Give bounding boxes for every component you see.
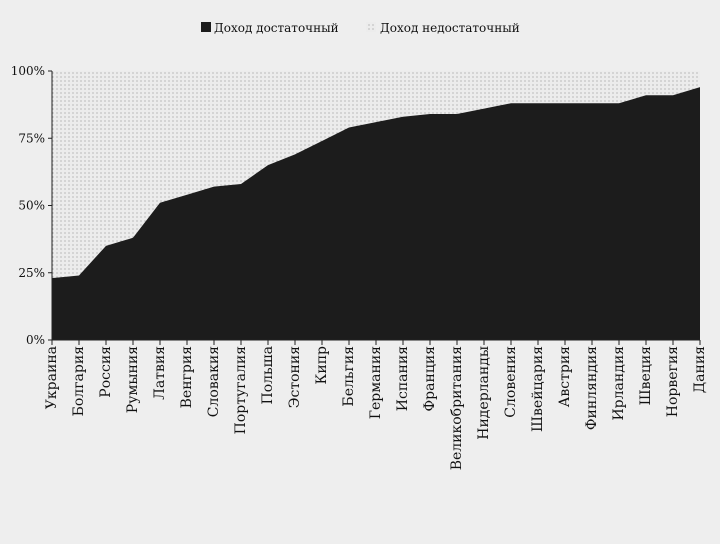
x-tick-label: Украина [44, 346, 60, 409]
x-tick-label: Великобритания [449, 346, 465, 470]
legend-swatch-sufficient [201, 22, 211, 32]
y-tick-label: 0% [26, 333, 45, 347]
x-tick-label: Германия [368, 346, 384, 419]
x-tick-label: Латвия [152, 346, 168, 400]
area-sufficient-income [52, 87, 700, 340]
x-tick-label: Словения [503, 346, 519, 418]
x-axis: Украина Болгария Россия Румыния Латвия Венгри… [44, 339, 708, 470]
x-tick-label: Дания [692, 346, 708, 393]
x-tick-label: Португалия [233, 346, 249, 434]
x-tick-label: Швейцария [530, 346, 546, 432]
x-tick-label: Эстония [287, 346, 303, 408]
legend-label-sufficient: Доход достаточный [214, 21, 339, 35]
x-tick-label: Болгария [71, 346, 87, 417]
x-tick-label: Австрия [557, 346, 573, 407]
x-tick-label: Кипр [314, 346, 330, 384]
y-tick-label: 100% [11, 64, 45, 78]
x-tick-label: Польша [260, 346, 276, 405]
x-tick-label: Франция [422, 346, 438, 412]
x-tick-label: Испания [395, 346, 411, 411]
y-tick-label: 50% [18, 199, 45, 213]
x-tick-label: Бельгия [341, 346, 357, 407]
legend-swatch-insufficient [366, 22, 376, 32]
y-axis: 0% 25% 50% 75% 100% [11, 64, 53, 347]
x-tick-label: Словакия [206, 346, 222, 417]
x-tick-label: Нидерланды [476, 346, 492, 440]
x-tick-label: Ирландия [611, 346, 627, 421]
x-tick-label: Румыния [125, 346, 141, 413]
legend: Доход достаточный Доход недостаточный [201, 21, 520, 35]
x-tick-label: Швеция [638, 346, 654, 405]
x-tick-label: Финляндия [584, 346, 600, 430]
legend-label-insufficient: Доход недостаточный [380, 21, 520, 35]
y-tick-label: 25% [18, 266, 45, 280]
x-tick-label: Россия [98, 346, 114, 398]
plot-area [52, 71, 700, 340]
y-tick-label: 75% [18, 131, 45, 145]
x-tick-label: Норвегия [665, 346, 681, 417]
x-tick-label: Венгрия [179, 346, 195, 409]
